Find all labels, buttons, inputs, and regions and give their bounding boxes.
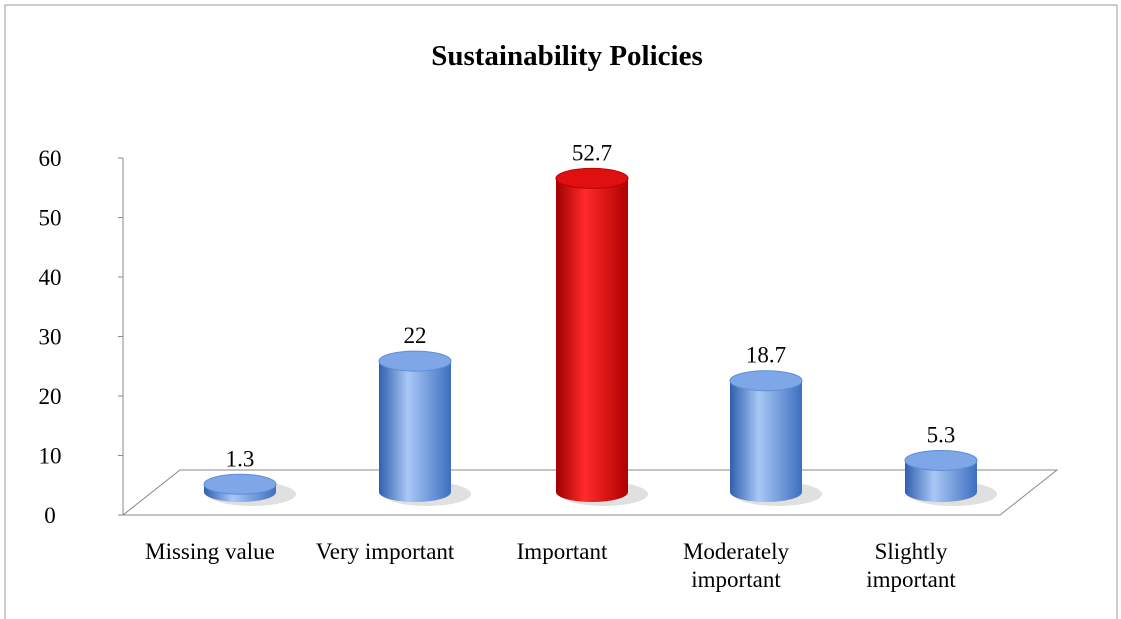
x-tick-label: Slightly important: [866, 539, 956, 592]
bar: [730, 380, 802, 502]
y-tick-label: 60: [39, 146, 62, 171]
chart-border: [4, 4, 1118, 619]
y-tick-label: 30: [39, 325, 62, 350]
x-tick-label: Missing value: [145, 539, 275, 564]
y-tick-label: 40: [39, 265, 62, 290]
x-tick-label: Important: [516, 539, 608, 564]
bar: [556, 178, 628, 502]
bar-top: [378, 350, 452, 372]
x-tick-label: Very important: [315, 539, 455, 564]
value-label: 5.3: [927, 422, 956, 447]
x-tick-label: Moderately important: [682, 539, 789, 592]
value-label: 1.3: [226, 446, 255, 471]
value-label: 52.7: [572, 140, 612, 165]
y-tick-label: 50: [39, 206, 62, 231]
chart-title: Sustainability Policies: [431, 40, 703, 72]
bar-top: [904, 449, 978, 471]
value-label: 18.7: [746, 343, 786, 368]
y-tick-label: 0: [44, 503, 56, 528]
bar-top: [729, 370, 803, 392]
bar-top: [203, 473, 277, 495]
bar-top: [555, 167, 629, 189]
bar: [379, 361, 451, 502]
y-tick-label: 20: [39, 384, 62, 409]
value-label: 22: [404, 323, 427, 348]
bar: [905, 460, 977, 502]
y-tick-label: 10: [39, 444, 62, 469]
floor: [121, 469, 1059, 516]
